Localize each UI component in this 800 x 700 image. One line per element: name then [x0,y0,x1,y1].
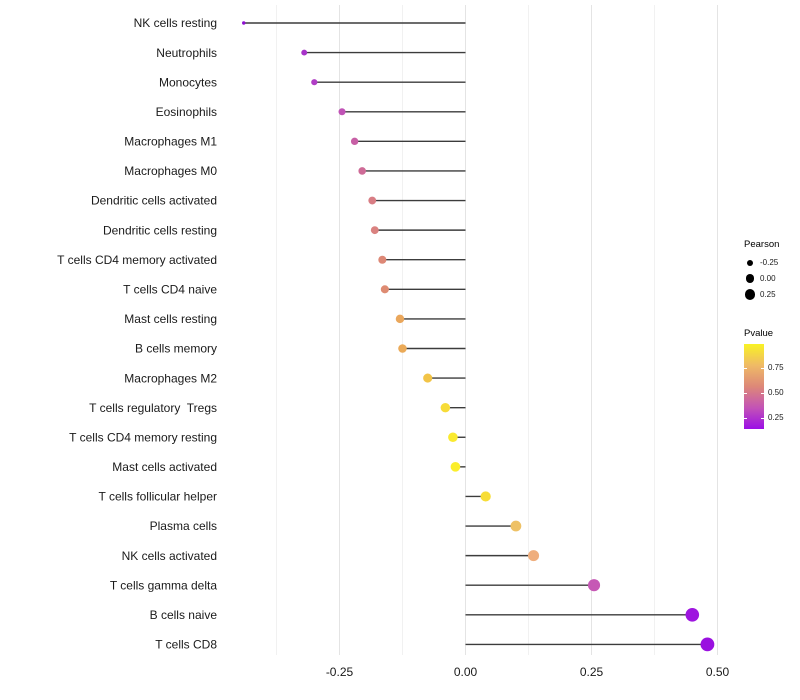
lollipop-dot [301,49,308,56]
x-tick-label: 0.25 [580,665,604,679]
y-axis-label: T cells regulatory Tregs [89,401,217,415]
x-tick-label: -0.25 [326,665,354,679]
lollipop-dot [440,402,451,413]
lollipop-dot [527,550,540,562]
y-axis-label: NK cells resting [134,16,217,30]
colorbar-tick [761,392,764,394]
colorbar-tick [744,367,747,369]
lollipop-dot [378,255,387,264]
size-legend: Pearson -0.25 0.00 0.25 [744,239,800,302]
x-tick-label: 0.00 [454,665,478,679]
x-tick-label: 0.50 [706,665,730,679]
colorbar-label: 0.50 [768,387,784,397]
y-axis-label: Dendritic cells activated [91,194,217,208]
size-legend-entry: 0.00 [744,271,800,287]
lollipop-dot [395,314,405,324]
legend: Pearson -0.25 0.00 0.25 Pvalue 0.75 0.50 0.2… [744,239,800,430]
y-axis-label: Mast cells resting [124,312,217,326]
size-legend-dot [744,289,756,300]
lollipop-dot [338,108,346,116]
size-legend-dot-col [744,259,756,267]
lollipop-dot [587,579,601,592]
colorbar-tick [761,367,764,369]
y-axis-label: Macrophages M0 [124,164,217,178]
colorbar-tick [744,392,747,394]
lollipop-dot [510,520,522,532]
color-legend: Pvalue 0.75 0.50 0.25 [744,328,800,430]
lollipop-dot [350,137,359,146]
lollipop-dot [358,167,366,175]
size-legend-entry: -0.25 [744,255,800,271]
lollipop-dot [700,637,715,652]
size-legend-label: 0.25 [760,289,776,299]
colorbar-wrap: 0.75 0.50 0.25 [744,344,800,430]
size-legend-items: -0.25 0.00 0.25 [744,255,800,302]
y-axis-label: Plasma cells [150,519,217,533]
y-axis-label: Macrophages M1 [124,135,217,149]
y-axis-label: Eosinophils [156,105,217,119]
y-axis-label: NK cells activated [122,549,217,563]
colorbar-label: 0.75 [768,362,784,372]
y-axis-label: Neutrophils [156,46,217,60]
y-axis-label: T cells CD4 memory resting [69,431,217,445]
colorbar-label: 0.25 [768,412,784,422]
size-legend-dot-col [744,289,756,300]
y-axis-label: T cells CD8 [155,638,217,652]
size-legend-entry: 0.25 [744,287,800,303]
size-legend-dot [745,274,755,283]
colorbar-tick [744,417,747,419]
lollipop-dot [448,432,458,443]
lollipop-dot [370,226,379,235]
y-axis-label: T cells follicular helper [99,490,218,504]
y-axis-label: T cells gamma delta [110,578,217,592]
lollipop-dot [380,285,389,294]
size-legend-label: 0.00 [760,274,776,284]
y-axis-label: B cells naive [150,608,218,622]
pvalue-colorbar [744,344,764,430]
y-axis-label: T cells CD4 memory activated [57,253,217,267]
lollipop-dot [311,79,318,86]
lollipop-dot [480,491,491,502]
lollipop-dot [423,373,433,383]
lollipop-dot [398,344,407,353]
y-axis-label: Macrophages M2 [124,371,217,385]
lollipop-dot [450,462,461,472]
color-legend-title: Pvalue [744,328,774,340]
size-legend-title: Pearson [744,239,780,250]
y-axis-label: T cells CD4 naive [123,283,217,297]
size-legend-dot-col [744,274,756,283]
y-axis-label: Dendritic cells resting [103,223,217,237]
y-axis-label: Mast cells activated [112,460,217,474]
size-legend-dot [746,259,754,267]
y-axis-label: Monocytes [159,75,217,89]
size-legend-label: -0.25 [760,258,779,268]
y-axis-label: B cells memory [135,342,217,356]
colorbar-tick [761,417,764,419]
lollipop-dot [368,196,377,205]
lollipop-dot [242,21,246,25]
lollipop-dot [685,608,700,622]
